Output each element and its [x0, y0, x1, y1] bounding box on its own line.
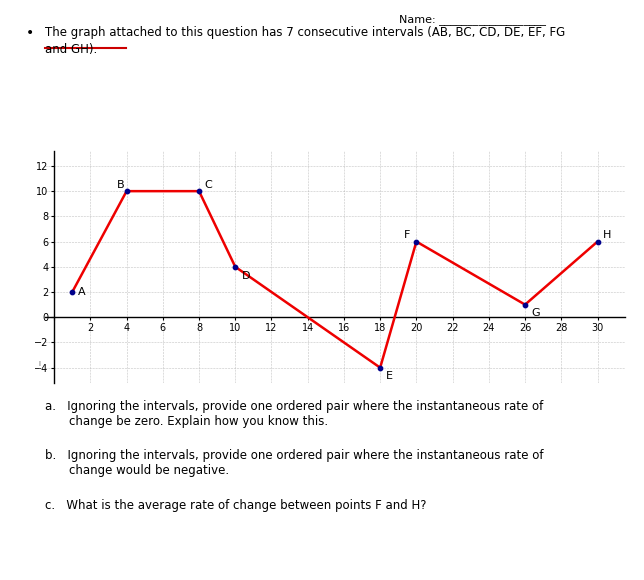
- Text: B: B: [117, 180, 125, 190]
- Point: [122, 187, 132, 196]
- Text: and GH).: and GH).: [45, 44, 97, 56]
- Text: A: A: [77, 287, 85, 297]
- Point: [67, 287, 77, 296]
- Text: F: F: [404, 230, 410, 240]
- Text: Name: ___________________: Name: ___________________: [399, 14, 546, 26]
- Point: [375, 363, 385, 372]
- Point: [520, 300, 530, 309]
- Text: E: E: [386, 372, 393, 382]
- Text: D: D: [242, 271, 251, 281]
- Point: [230, 262, 240, 271]
- Text: The graph attached to this question has 7 consecutive intervals (AB, BC, CD, DE,: The graph attached to this question has …: [45, 26, 565, 39]
- Text: change would be negative.: change would be negative.: [69, 464, 229, 477]
- Text: •: •: [26, 26, 34, 40]
- Point: [592, 237, 603, 246]
- Point: [194, 187, 204, 196]
- Text: !: !: [38, 361, 42, 371]
- Text: change be zero. Explain how you know this.: change be zero. Explain how you know thi…: [69, 415, 328, 427]
- Text: c.   What is the average rate of change between points F and H?: c. What is the average rate of change be…: [45, 499, 426, 512]
- Text: H: H: [602, 230, 611, 240]
- Text: G: G: [531, 309, 540, 318]
- Point: [412, 237, 422, 246]
- Text: C: C: [204, 180, 212, 190]
- Text: b.   Ignoring the intervals, provide one ordered pair where the instantaneous ra: b. Ignoring the intervals, provide one o…: [45, 450, 544, 462]
- Text: a.   Ignoring the intervals, provide one ordered pair where the instantaneous ra: a. Ignoring the intervals, provide one o…: [45, 400, 544, 413]
